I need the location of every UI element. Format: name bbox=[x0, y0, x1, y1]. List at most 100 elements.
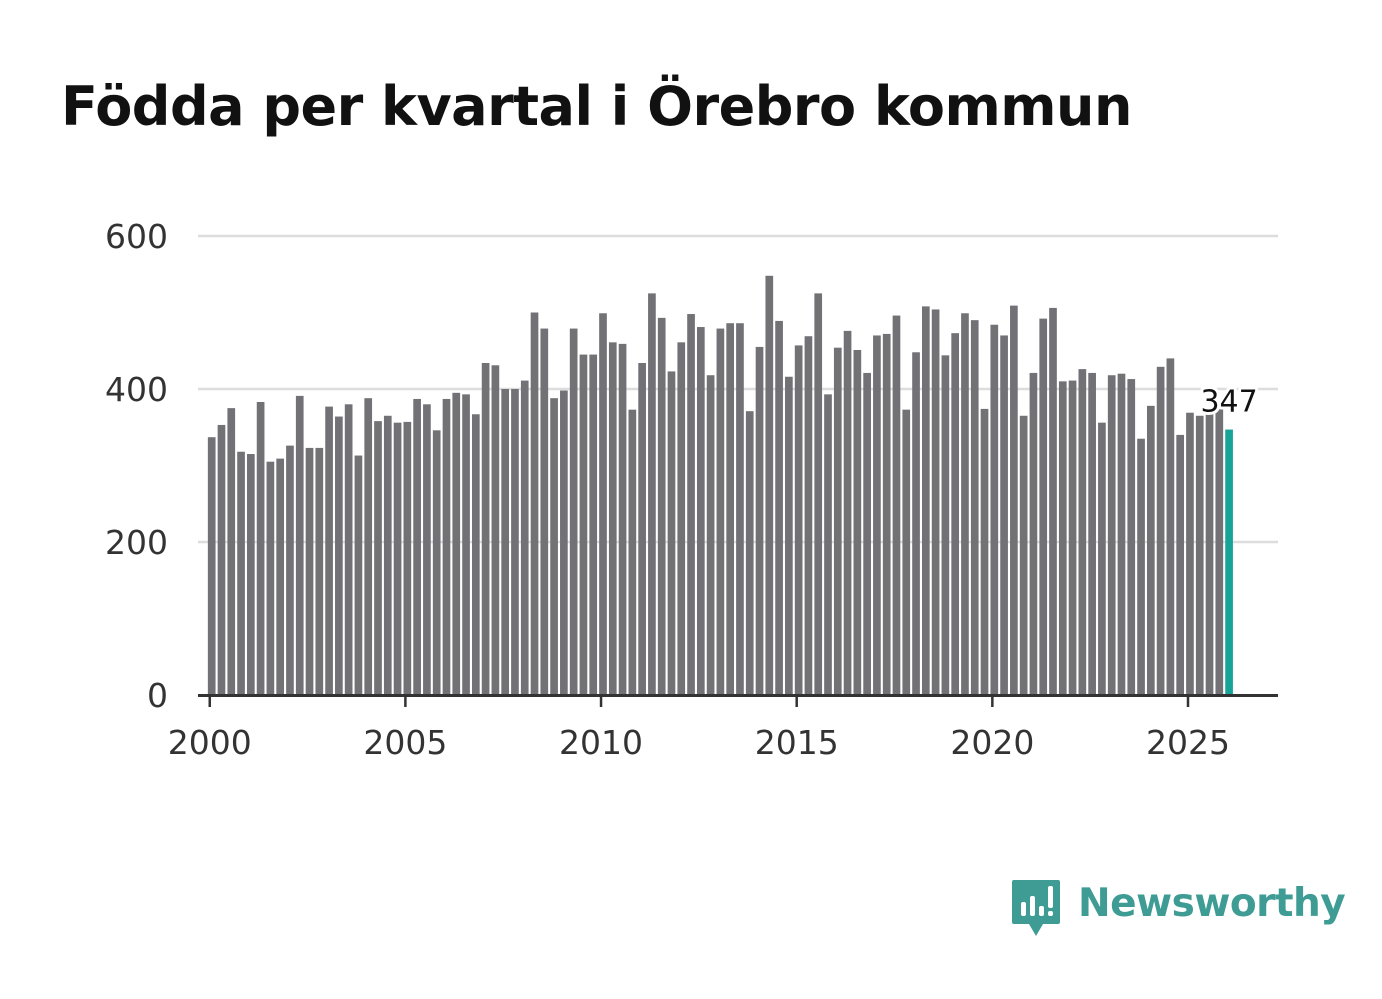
bar bbox=[912, 352, 920, 695]
bar bbox=[961, 313, 969, 695]
labels: 0 200 400 600 2000 2005 2010 2015 2020 2025 347 bbox=[105, 217, 1261, 762]
bar bbox=[990, 324, 999, 695]
bar bbox=[560, 390, 568, 695]
x-tick-label: 2005 bbox=[363, 723, 447, 762]
bar bbox=[325, 406, 333, 695]
bar bbox=[1098, 422, 1106, 695]
bar bbox=[638, 362, 646, 695]
bar bbox=[1058, 381, 1067, 695]
bar bbox=[667, 371, 676, 695]
bar bbox=[657, 317, 666, 695]
bar bbox=[599, 313, 607, 695]
bar bbox=[1146, 405, 1155, 695]
bar bbox=[1107, 375, 1116, 695]
bar bbox=[237, 451, 245, 695]
bar bbox=[775, 320, 783, 695]
bar bbox=[736, 323, 744, 695]
bar bbox=[393, 422, 402, 695]
bar bbox=[246, 454, 255, 695]
chart-title: Födda per kvartal i Örebro kommun bbox=[61, 75, 1132, 138]
bar bbox=[951, 333, 960, 695]
bar bbox=[1176, 434, 1185, 695]
bar bbox=[530, 312, 539, 695]
bar bbox=[843, 330, 852, 695]
bar bbox=[335, 416, 343, 695]
bar bbox=[315, 447, 324, 695]
y-tick-label: 600 bbox=[105, 217, 168, 256]
bar bbox=[550, 398, 558, 695]
bar bbox=[305, 447, 314, 695]
bar bbox=[1215, 408, 1224, 695]
bar bbox=[227, 408, 236, 695]
bar bbox=[344, 404, 353, 695]
bar bbox=[608, 342, 617, 695]
bar bbox=[413, 398, 421, 695]
bar bbox=[863, 372, 871, 695]
bar bbox=[892, 315, 901, 695]
bar bbox=[1010, 305, 1018, 695]
bar bbox=[266, 461, 275, 695]
bar bbox=[853, 349, 862, 695]
bar bbox=[511, 389, 519, 695]
bar bbox=[1019, 415, 1028, 695]
bar bbox=[804, 336, 813, 695]
y-tick-label: 400 bbox=[105, 370, 168, 409]
bar bbox=[696, 327, 705, 695]
bar bbox=[1078, 369, 1087, 695]
bar bbox=[628, 409, 637, 695]
bar bbox=[540, 328, 549, 695]
bar bbox=[1137, 438, 1145, 695]
bar bbox=[1029, 372, 1038, 695]
bar bbox=[1156, 366, 1165, 695]
bar bbox=[785, 376, 793, 695]
bar bbox=[648, 293, 656, 695]
newsworthy-brand: Newsworthy bbox=[1010, 876, 1346, 942]
bar bbox=[980, 408, 989, 695]
bar bbox=[706, 375, 715, 695]
bar bbox=[677, 342, 686, 695]
bar bbox=[726, 323, 735, 695]
bar bbox=[491, 365, 500, 695]
bar bbox=[921, 306, 930, 695]
bar bbox=[569, 328, 578, 695]
bar bbox=[745, 411, 754, 695]
bar bbox=[765, 275, 774, 695]
bar bbox=[374, 421, 382, 695]
bar bbox=[755, 346, 764, 695]
bar bbox=[814, 293, 823, 695]
bar bbox=[941, 355, 950, 695]
bar bbox=[794, 345, 803, 695]
bar bbox=[1205, 413, 1214, 695]
bar bbox=[481, 362, 490, 695]
bar bbox=[970, 320, 979, 695]
bar bbox=[295, 395, 304, 695]
bar bbox=[1186, 412, 1194, 695]
x-tick-label: 2015 bbox=[755, 723, 839, 762]
x-tick-label: 2000 bbox=[168, 723, 252, 762]
bar bbox=[286, 445, 294, 695]
bar bbox=[383, 415, 392, 695]
bar bbox=[1049, 307, 1057, 695]
bar bbox=[207, 437, 216, 695]
bars bbox=[207, 275, 1233, 695]
bar bbox=[833, 347, 842, 695]
bar bbox=[902, 409, 911, 695]
bar bbox=[1195, 415, 1204, 695]
bar bbox=[276, 458, 285, 695]
bar bbox=[364, 398, 373, 695]
bar bbox=[873, 335, 881, 695]
y-tick-label: 0 bbox=[147, 676, 168, 715]
bar bbox=[931, 309, 940, 695]
bar bbox=[716, 328, 725, 695]
bar bbox=[452, 392, 461, 695]
axes bbox=[198, 694, 1278, 707]
x-tick-label: 2020 bbox=[950, 723, 1034, 762]
bar bbox=[1127, 379, 1136, 695]
bar bbox=[501, 389, 510, 695]
bar bbox=[1000, 335, 1008, 695]
bar bbox=[217, 424, 226, 695]
x-tick-label: 2025 bbox=[1146, 723, 1230, 762]
bar bbox=[579, 354, 588, 695]
bar bbox=[618, 343, 627, 695]
bar bbox=[1068, 380, 1077, 695]
